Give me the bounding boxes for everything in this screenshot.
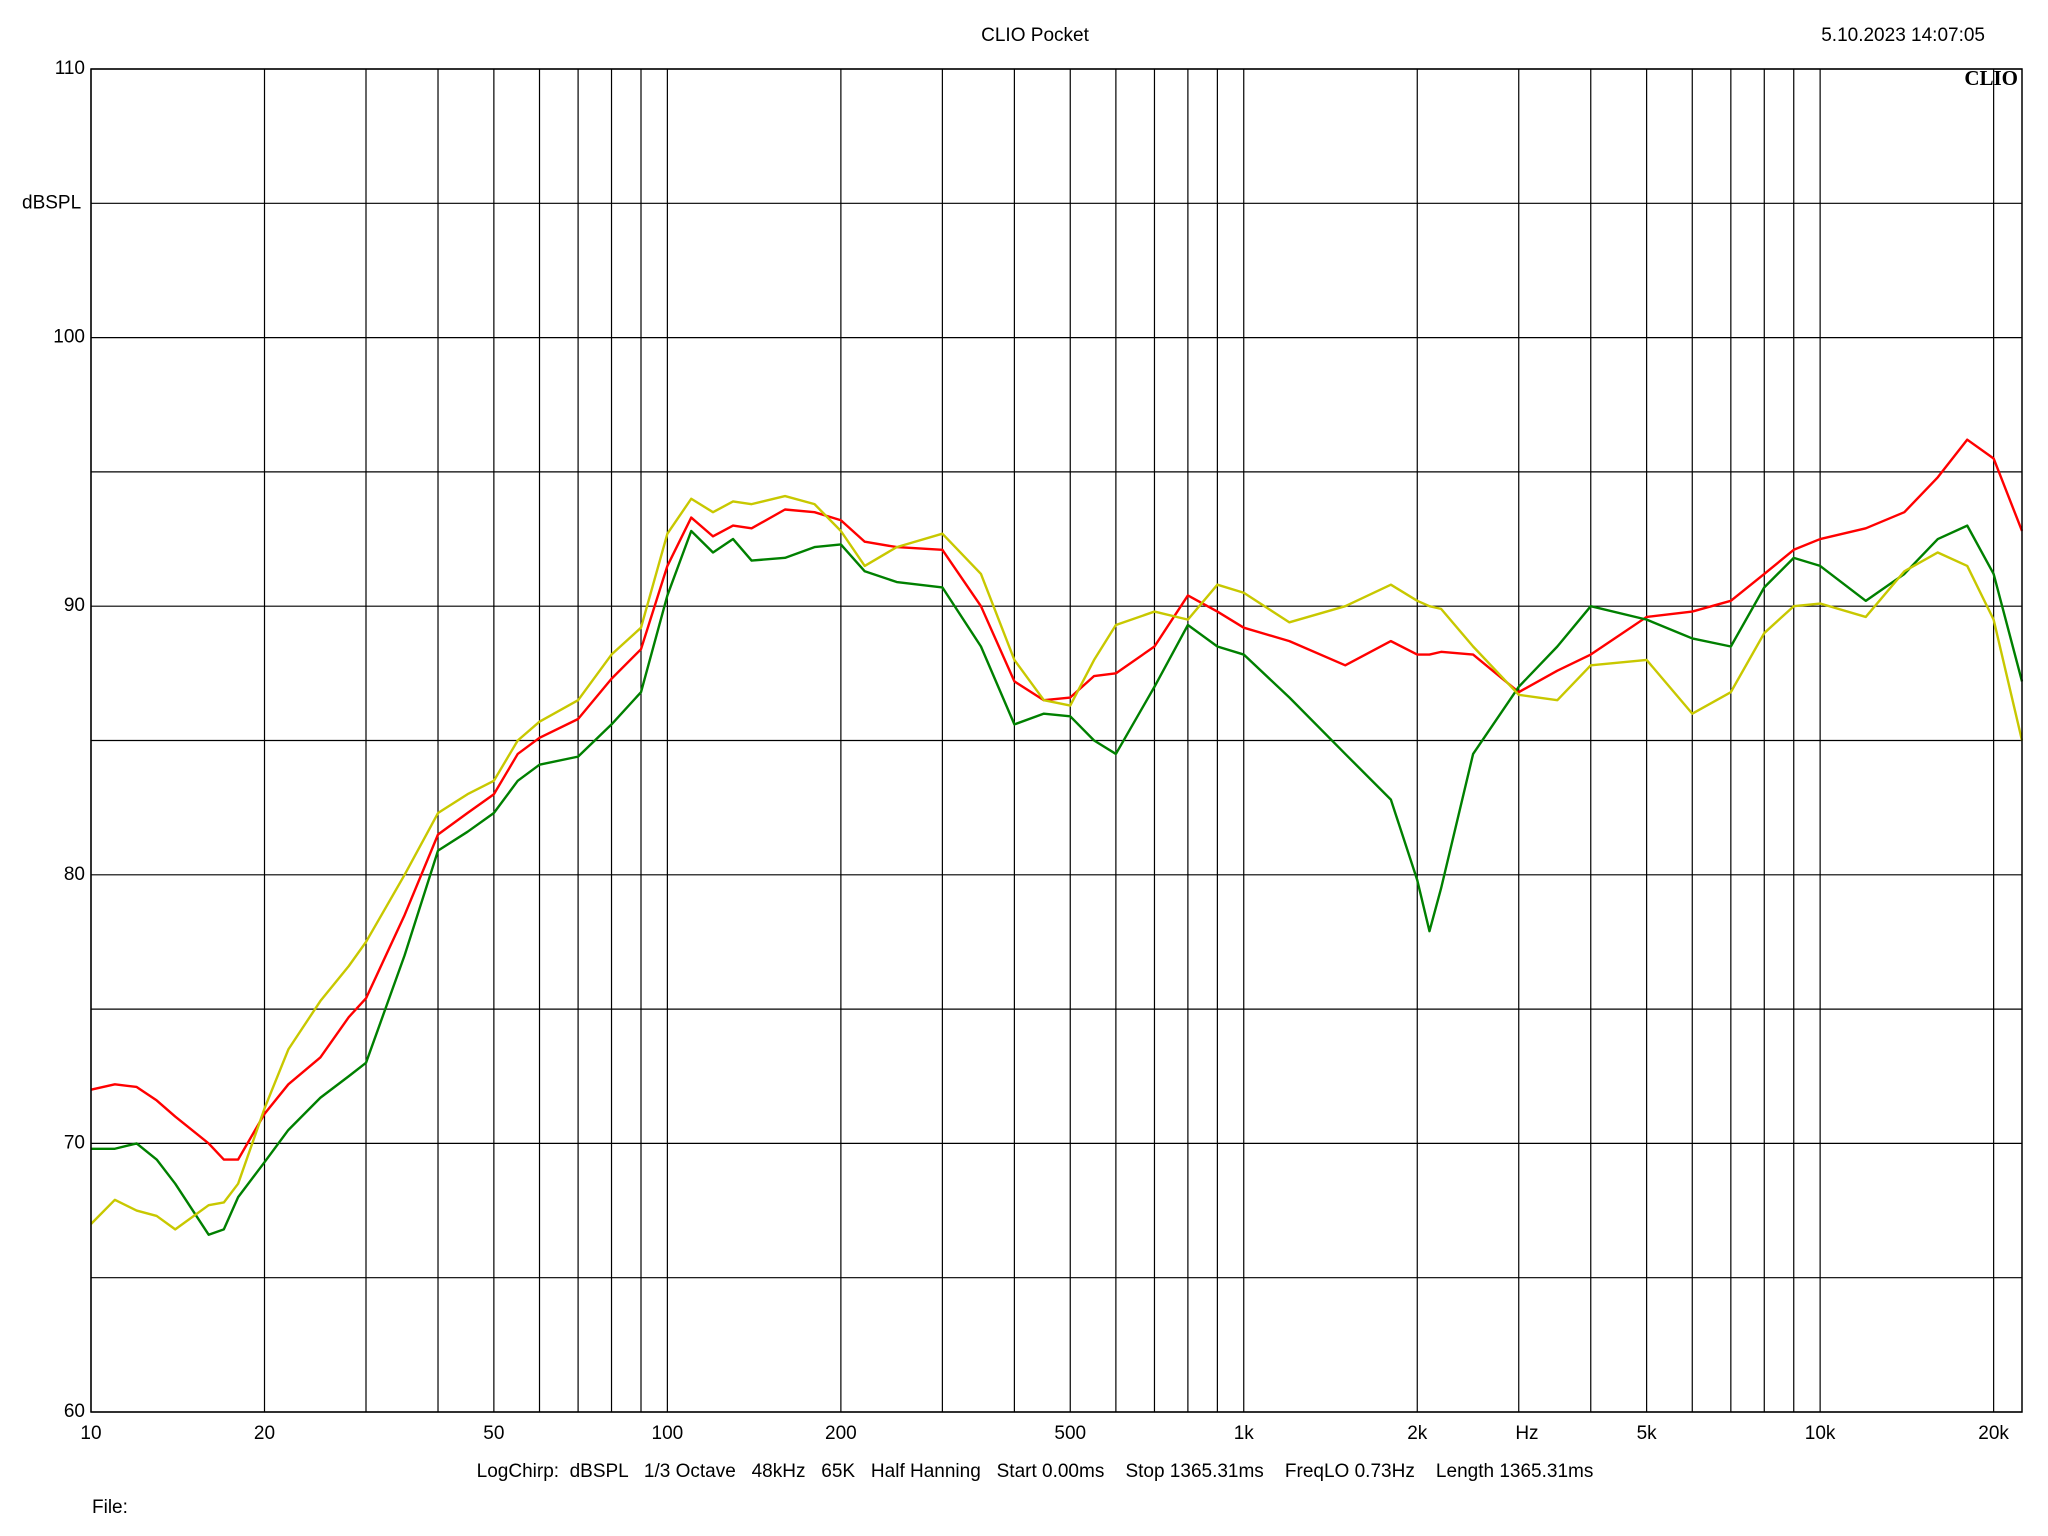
y-tick-label: 90	[64, 595, 85, 616]
x-tick-label: 20	[254, 1423, 275, 1444]
x-tick-label: 50	[483, 1423, 504, 1444]
series-line	[91, 524, 2024, 1236]
y-tick-label: 100	[53, 327, 85, 348]
x-tick-label: 20k	[1978, 1423, 2009, 1444]
y-tick-label: 70	[64, 1132, 85, 1153]
x-axis-label: Hz	[1515, 1423, 1538, 1444]
y-tick-label: 110	[55, 58, 85, 79]
x-tick-label: 100	[652, 1423, 684, 1444]
x-tick-label: 500	[1054, 1423, 1086, 1444]
x-tick-label: 1k	[1234, 1423, 1255, 1444]
x-tick-label: 10	[80, 1423, 101, 1444]
series-line	[90, 438, 2024, 1161]
x-tick-label: 200	[825, 1423, 857, 1444]
timestamp: 5.10.2023 14:07:05	[1821, 25, 1985, 46]
logo: CLIO	[1964, 66, 2018, 90]
y-tick-label: 60	[64, 1401, 85, 1422]
footer: LogChirp: dBSPL 1/3 Octave 48kHz 65K Hal…	[477, 1461, 1594, 1482]
x-tick-label: 5k	[1637, 1423, 1658, 1444]
y-axis-label: dBSPL	[22, 192, 81, 213]
series-line	[90, 494, 2024, 1231]
x-tick-label: 2k	[1407, 1423, 1428, 1444]
x-tick-label: 10k	[1805, 1423, 1836, 1444]
y-tick-label: 80	[64, 864, 85, 885]
plot-frame	[90, 68, 2023, 1413]
chart-title: CLIO Pocket	[981, 25, 1089, 46]
file-label: File:	[92, 1497, 128, 1518]
